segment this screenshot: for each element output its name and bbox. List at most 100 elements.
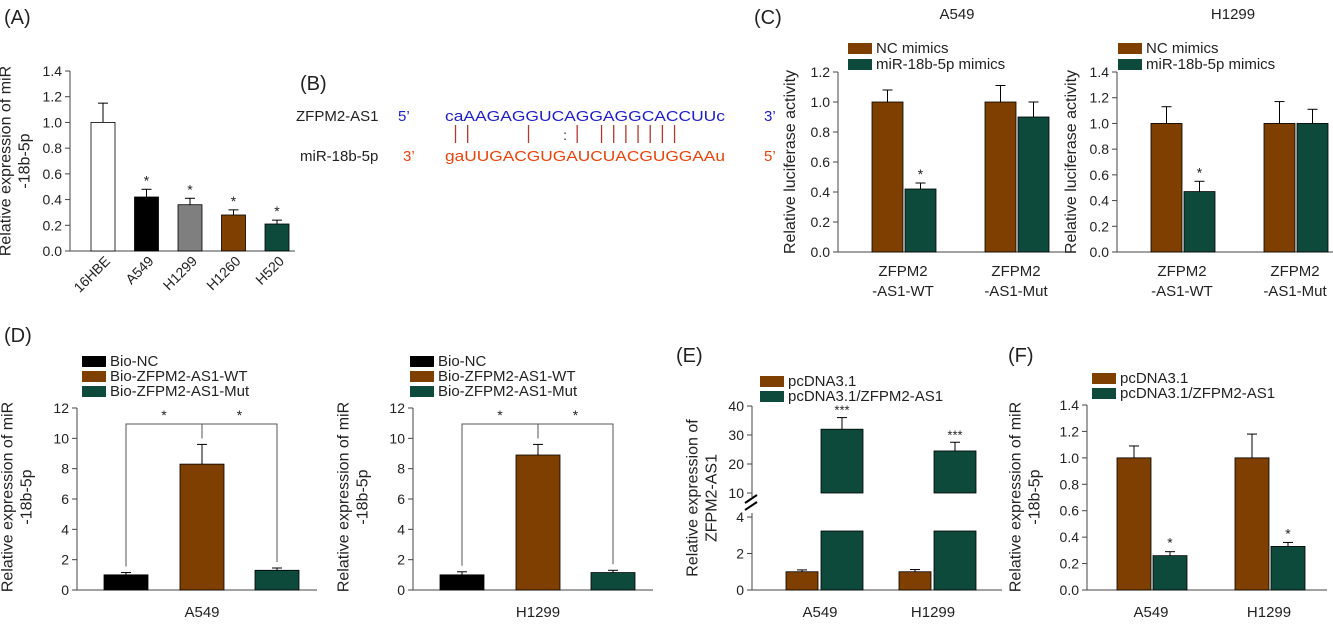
bar xyxy=(933,530,977,591)
legend-swatch xyxy=(82,356,106,367)
x-tick-label: -AS1-WT xyxy=(872,283,934,300)
y-tick-label: 12 xyxy=(389,400,405,416)
y-tick-label: 0.8 xyxy=(1090,141,1110,157)
legend-label: Bio-NC xyxy=(110,353,159,370)
panel-label-4: (E) xyxy=(676,345,703,367)
legend-swatch xyxy=(410,356,434,367)
bar xyxy=(820,428,864,494)
bar xyxy=(1296,123,1329,253)
y-tick-label: 0.0 xyxy=(1060,582,1080,598)
bar xyxy=(177,204,203,252)
legend-swatch xyxy=(1118,43,1142,54)
x-tick-label: -AS1-Mut xyxy=(1263,283,1327,300)
chart-panel-c-a549: 0.0 0.2 0.4 0.6 0.8 1.0 1.2 Relative luciferase… xyxy=(782,6,1068,300)
y-tick-label: 1.4 xyxy=(1060,397,1080,413)
y-axis-label: Relative expression of xyxy=(685,419,702,577)
y-tick-label: 30 xyxy=(728,427,744,443)
x-tick-label: -AS1-WT xyxy=(1151,283,1213,300)
significance-label: *** xyxy=(834,403,849,418)
y-axis-label: Relative expression of miR xyxy=(1008,402,1025,592)
bar xyxy=(90,122,116,252)
bar xyxy=(904,188,937,253)
y-axis-label: Relative luciferase activity xyxy=(782,70,799,254)
y-tick-label: 0.2 xyxy=(1090,218,1110,234)
pair-wobble: : xyxy=(563,127,567,143)
bar xyxy=(134,196,159,252)
y-tick-label: 0 xyxy=(736,582,744,598)
y-tick-label: 0.8 xyxy=(811,124,831,140)
y-tick-label: 0.8 xyxy=(1060,476,1080,492)
y-tick-label: 1.2 xyxy=(1060,423,1080,439)
significance-label: * xyxy=(237,407,243,423)
chart-title: A549 xyxy=(939,6,974,23)
bar xyxy=(515,454,561,591)
y-tick-label: 4 xyxy=(736,509,744,525)
y-tick-label: 8 xyxy=(397,461,405,477)
sequence-alignment-panel: ZFPM2-AS1 5’ caAAGAGGUCAGGAGGCACCUUc 3’ … xyxy=(296,108,776,165)
bar xyxy=(1183,191,1216,253)
y-tick-label: 1.0 xyxy=(43,114,63,130)
bar xyxy=(179,463,225,591)
x-tick-label: A549 xyxy=(802,604,837,621)
sequence-top-prime-left: 5’ xyxy=(398,108,410,125)
bar xyxy=(103,574,149,591)
panel-label-0: (A) xyxy=(4,7,31,29)
legend-label: miR-18b-5p mimics xyxy=(876,56,1005,73)
y-axis-label: -18b-5p xyxy=(355,469,372,524)
bar xyxy=(221,214,246,252)
y-tick-label: 1.2 xyxy=(43,89,63,105)
legend-label: Bio-ZFPM2-AS1-WT xyxy=(438,368,576,385)
significance-label: * xyxy=(918,166,924,182)
chart-panel-e: 0 2 4 10 20 30 40 Relative expression of ZFPM2-A… xyxy=(685,373,1002,621)
y-tick-label: 0.6 xyxy=(43,166,63,182)
y-tick-label: 40 xyxy=(728,398,744,414)
y-tick-label: 0.2 xyxy=(43,217,63,233)
bar xyxy=(1152,555,1188,591)
x-tick-label: H1299 xyxy=(911,604,955,621)
y-tick-label: 2 xyxy=(397,552,405,568)
bar xyxy=(871,101,904,253)
legend-swatch xyxy=(848,43,872,54)
y-axis-label: Relative expression of miR xyxy=(0,402,17,592)
y-tick-label: 0.6 xyxy=(1090,167,1110,183)
y-tick-label: 0.0 xyxy=(1090,244,1110,260)
significance-bracket xyxy=(201,423,278,563)
legend-swatch xyxy=(1092,388,1116,399)
panel-label-2: (C) xyxy=(754,7,782,29)
y-tick-label: 4 xyxy=(61,521,69,537)
significance-label: * xyxy=(1197,164,1203,180)
legend-swatch xyxy=(1092,373,1116,384)
y-axis-label: -18b-5p xyxy=(1027,469,1044,524)
x-tick-label: ZFPM2 xyxy=(1270,263,1319,280)
legend-swatch xyxy=(848,59,872,70)
legend-label: Bio-ZFPM2-AS1-Mut xyxy=(438,383,578,400)
legend-swatch xyxy=(410,386,434,397)
y-tick-label: 1.4 xyxy=(1090,64,1110,80)
x-tick-label: ZFPM2 xyxy=(991,263,1040,280)
legend-label: pcDNA3.1 xyxy=(1120,370,1188,387)
y-tick-label: 0.2 xyxy=(1060,556,1080,572)
legend-label: miR-18b-5p mimics xyxy=(1146,56,1275,73)
legend-label: NC mimics xyxy=(876,40,949,57)
significance-label: * xyxy=(274,203,280,219)
y-tick-label: 2 xyxy=(736,546,744,562)
y-axis-label: -18b-5p xyxy=(17,133,34,188)
significance-label: * xyxy=(161,407,167,423)
x-tick-label: H1260 xyxy=(203,253,244,294)
y-axis-label: -18b-5p xyxy=(19,469,36,524)
legend-label: pcDNA3.1/ZFPM2-AS1 xyxy=(788,388,943,405)
y-tick-label: 0.0 xyxy=(811,244,831,260)
y-tick-label: 1.2 xyxy=(1090,90,1110,106)
y-tick-label: 0.6 xyxy=(1060,503,1080,519)
y-axis-label: Relative luciferase activity xyxy=(1063,70,1080,254)
significance-label: * xyxy=(231,193,237,209)
chart-panel-f: 0.0 0.2 0.4 0.6 0.8 1.0 1.2 1.4 Relative express… xyxy=(1008,370,1327,621)
bar xyxy=(984,101,1017,253)
x-axis-label: H1299 xyxy=(516,604,560,621)
legend-label: Bio-ZFPM2-AS1-Mut xyxy=(110,383,250,400)
y-tick-label: 0 xyxy=(61,582,69,598)
y-tick-label: 1.2 xyxy=(811,64,831,80)
panel-label-1: (B) xyxy=(300,73,327,95)
x-tick-label: 16HBE xyxy=(70,253,113,296)
legend-label: NC mimics xyxy=(1146,40,1219,57)
